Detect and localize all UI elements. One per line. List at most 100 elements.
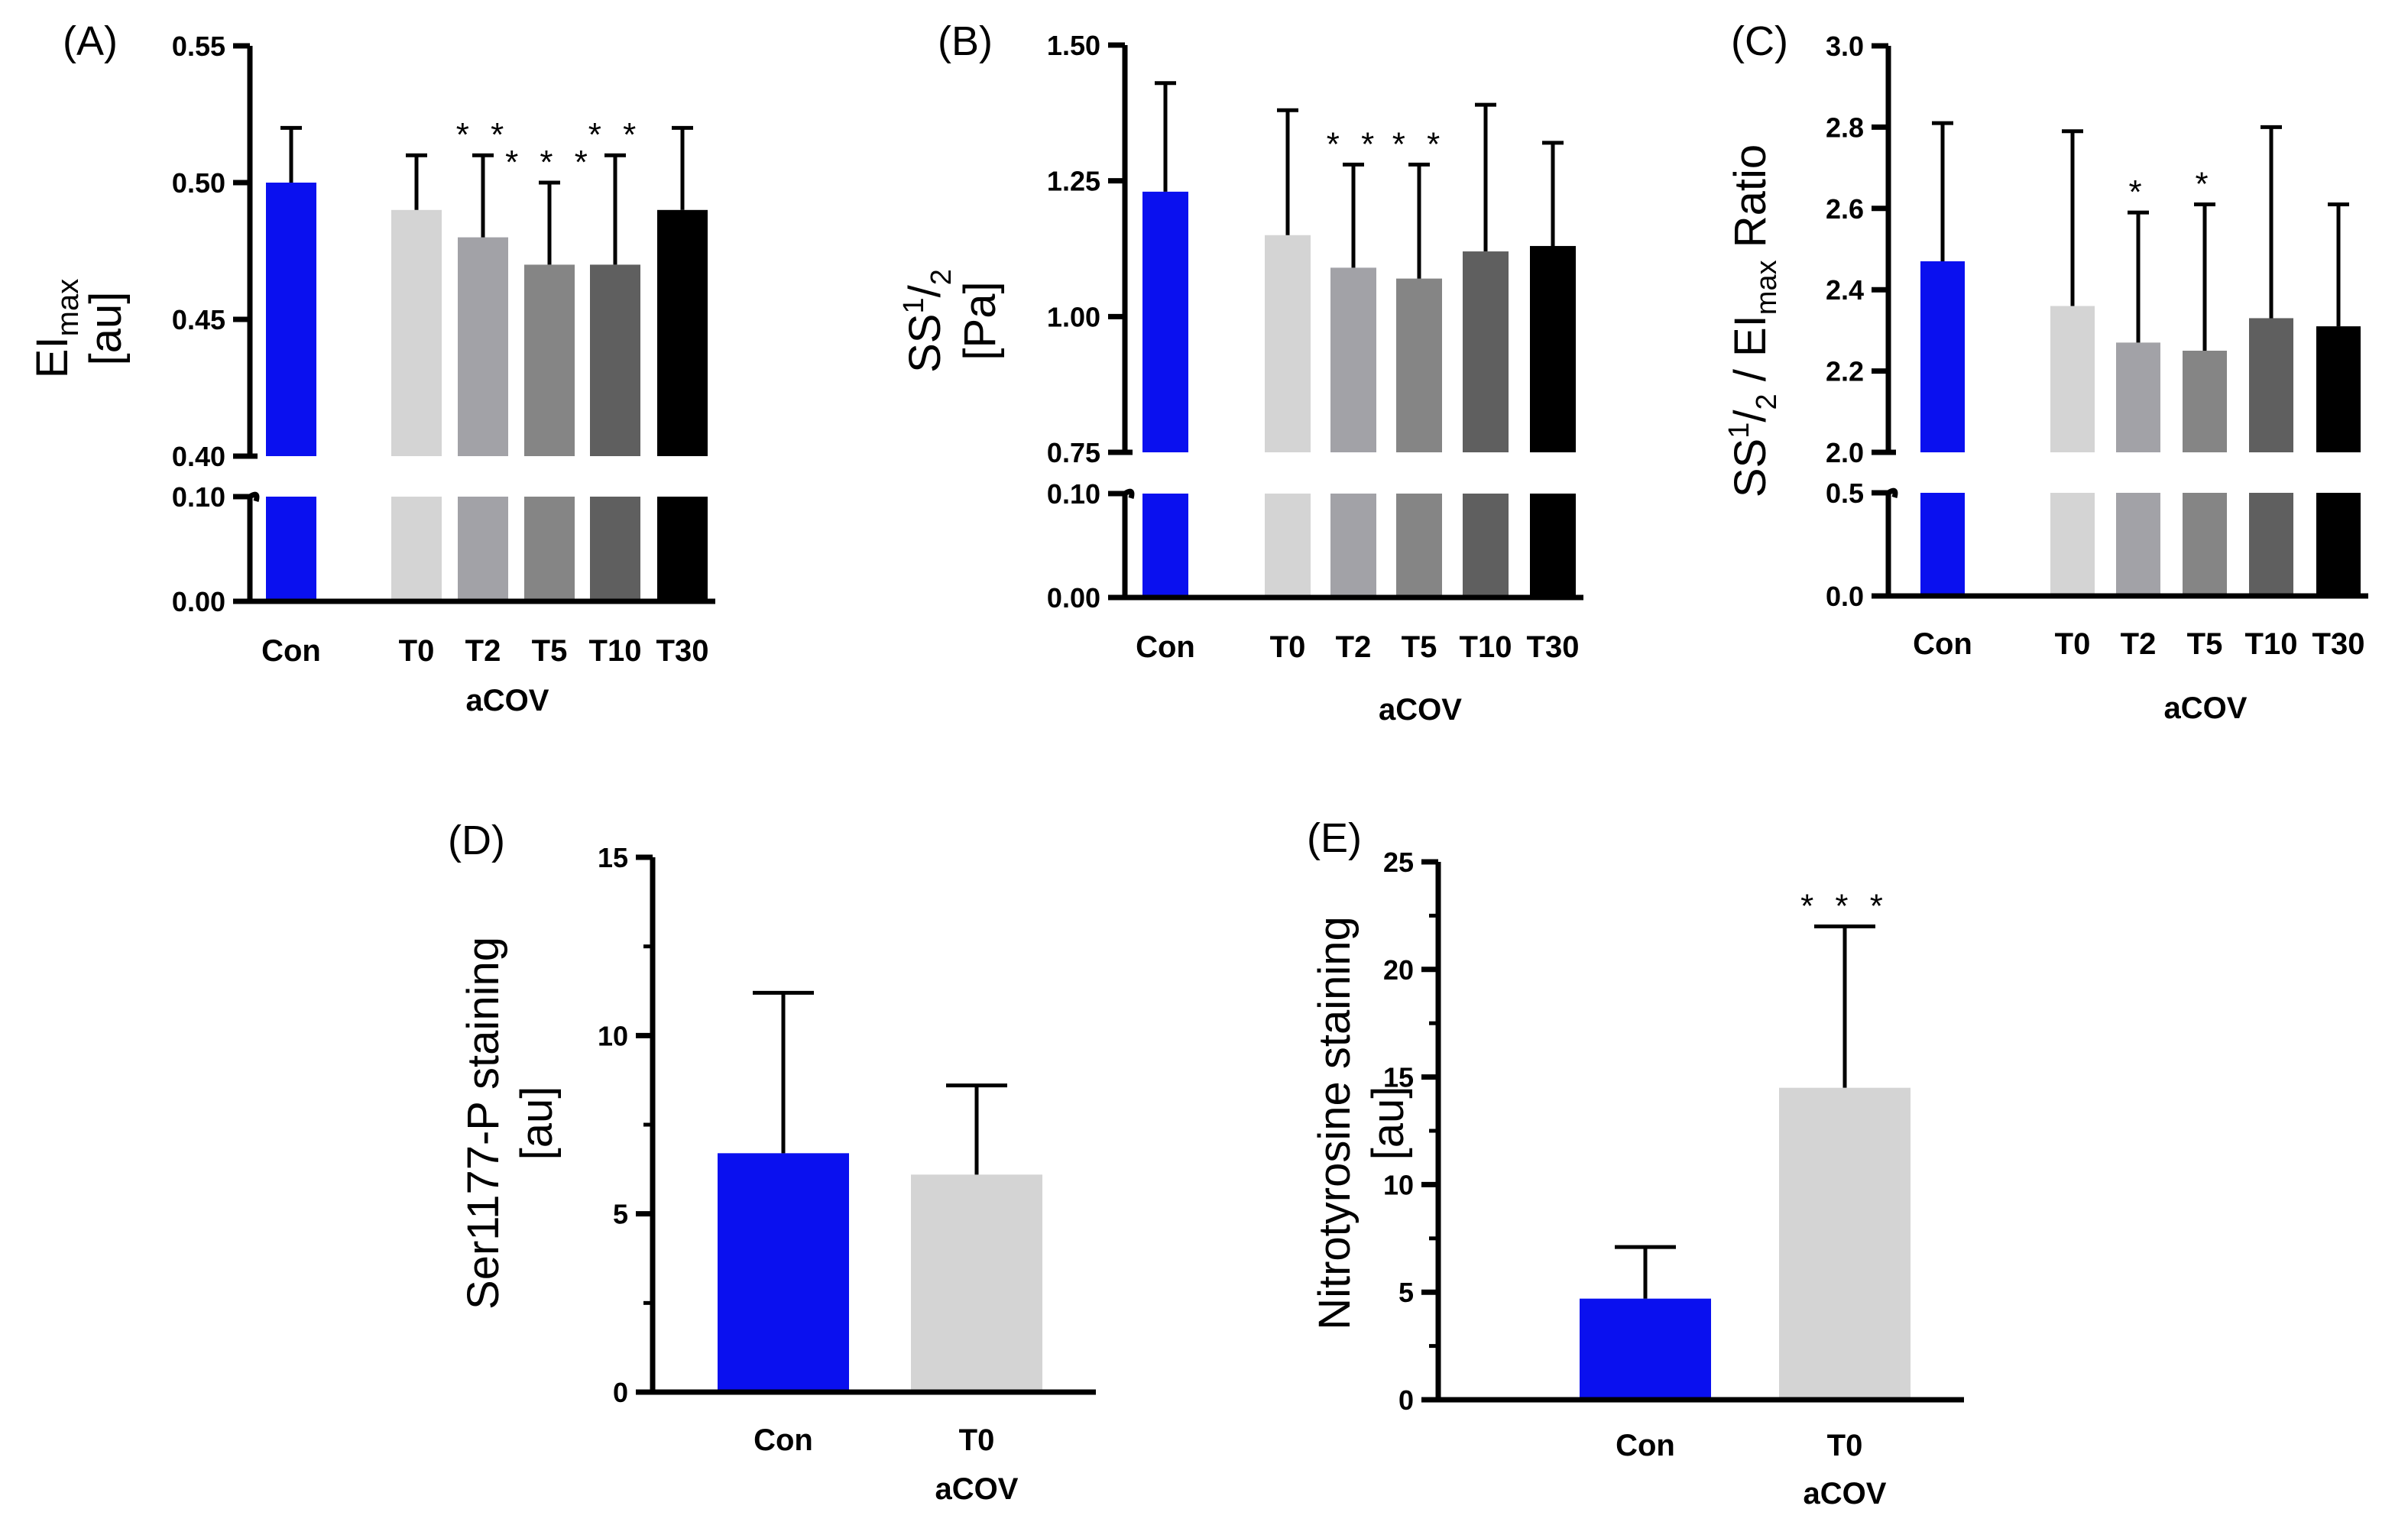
category-label-Con: Con <box>754 1423 813 1457</box>
significance-T5: * * * <box>505 144 594 181</box>
significance-T2: * * <box>456 116 510 154</box>
significance-T5: * <box>2195 165 2214 202</box>
y-axis-label: SS1/2[Pa] <box>898 269 1005 373</box>
y-label-line2: [au] <box>512 1086 562 1161</box>
category-label-T10: T10 <box>2245 627 2298 661</box>
bar-lower-T0 <box>1265 494 1311 597</box>
y-label-line1: EImax <box>28 279 85 378</box>
significance-T2: * <box>2128 173 2147 211</box>
y-label-part: Ratio <box>1726 144 1775 261</box>
category-label-T10: T10 <box>589 634 642 668</box>
bar-lower-Con <box>1920 493 1965 596</box>
panel-E: (E) Con * * * T0 0 5 10 15 20 25 aCOV Nitrotyrosine… <box>1307 815 1964 1511</box>
category-label-T0: T0 <box>399 634 435 668</box>
axis-break-lower <box>1872 487 1898 498</box>
category-label-T5: T5 <box>1402 630 1437 664</box>
y-tick-label: 0.10 <box>1047 478 1100 510</box>
y-label-line1: SS1/2 <box>898 269 958 373</box>
bar-T10 <box>1463 251 1509 452</box>
panel-label: (B) <box>938 18 993 64</box>
axis-break-lower <box>233 491 260 502</box>
bar-T5 <box>2183 351 2227 452</box>
y-tick-label: 1.00 <box>1047 301 1100 332</box>
panel-A: (A) Con T0 * * T2 * * * T5 * * T10 T30 0.00 0.10 0.4… <box>28 18 715 717</box>
bar-lower-T0 <box>391 497 442 601</box>
y-tick-label: 0.00 <box>1047 582 1100 614</box>
category-label-T5: T5 <box>532 634 568 668</box>
category-label-Con: Con <box>1913 627 1972 661</box>
y-label-part: max <box>1751 260 1783 315</box>
bar-T30 <box>2316 326 2361 452</box>
y-tick-label: 5 <box>613 1199 628 1230</box>
y-label-line2: [Pa] <box>955 281 1005 360</box>
y-label-line2: [au] <box>81 292 131 366</box>
bar-Con <box>1142 191 1188 452</box>
axis-break-lower <box>1108 488 1135 499</box>
y-tick-label: 25 <box>1383 847 1414 878</box>
category-label-T2: T2 <box>2121 627 2157 661</box>
panel-C: (C) Con T0 * T2 * T5 T10 T30 0.0 0.5 2.0 2.2 2.4 2.6 2.… <box>1723 18 2368 725</box>
category-label-T0: T0 <box>2055 627 2091 661</box>
category-label-T30: T30 <box>2312 627 2365 661</box>
bar-lower-T5 <box>524 497 575 601</box>
category-label-T0: T0 <box>1270 630 1306 664</box>
panel-D: (D) Con T0 0 5 10 15 aCOV Ser1177-P staining [au] <box>448 818 1096 1506</box>
y-tick-label: 20 <box>1383 954 1414 986</box>
y-tick-label: 15 <box>598 842 628 873</box>
bar-Con <box>1920 261 1965 452</box>
bar-lower-Con <box>266 497 316 601</box>
bar-lower-T30 <box>1530 494 1576 597</box>
y-axis-label: Nitrotyrosine staining [au] <box>1310 916 1413 1330</box>
bar-lower-Con <box>1142 494 1188 597</box>
y-label-sup: 1 <box>898 297 930 313</box>
y-label-part: / <box>1726 410 1775 423</box>
significance-T0: * * * <box>1800 887 1889 925</box>
y-tick-label: 0 <box>1398 1384 1414 1416</box>
bar-lower-T2 <box>2116 493 2160 596</box>
y-label-slash: / <box>900 284 950 297</box>
y-tick-label: 0.5 <box>1826 478 1864 509</box>
y-tick-label: 1.25 <box>1047 166 1100 197</box>
bar-lower-T2 <box>458 497 508 601</box>
bar-T10 <box>590 264 640 456</box>
bar-T0 <box>1779 1087 1911 1400</box>
bar-T2 <box>1330 267 1376 452</box>
bar-lower-T30 <box>657 497 708 601</box>
category-label-Con: Con <box>1616 1429 1675 1462</box>
category-label-T30: T30 <box>1527 630 1580 664</box>
y-tick-label: 2.8 <box>1826 112 1864 143</box>
significance-T5: * * <box>1392 125 1446 163</box>
category-label-T2: T2 <box>1336 630 1372 664</box>
group-label: aCOV <box>466 684 549 717</box>
bar-T0 <box>1265 235 1311 452</box>
bar-T2 <box>2116 342 2160 452</box>
y-tick-label: 3.0 <box>1826 31 1864 62</box>
y-tick-label: 0.10 <box>172 481 225 513</box>
y-label-part: 1 <box>1723 423 1755 439</box>
significance-T2: * * <box>1327 125 1380 163</box>
panel-label: (D) <box>448 818 505 863</box>
bar-lower-T5 <box>1396 494 1442 597</box>
bar-T0 <box>911 1174 1042 1392</box>
y-tick-label: 0.50 <box>172 167 225 199</box>
bar-T30 <box>657 209 708 456</box>
bar-lower-T5 <box>2183 493 2227 596</box>
y-label-line1: Ser1177-P staining <box>459 937 508 1310</box>
y-tick-label: 2.0 <box>1826 437 1864 468</box>
bar-T0 <box>391 209 442 456</box>
y-tick-label: 0.75 <box>1047 437 1100 468</box>
y-label: SS1/2 / EImax Ratio <box>1723 144 1783 497</box>
bar-lower-T10 <box>1463 494 1509 597</box>
y-tick-label: 10 <box>1383 1169 1414 1200</box>
y-label-ss: SS <box>900 314 950 373</box>
y-tick-label: 5 <box>1398 1277 1414 1308</box>
category-label-T5: T5 <box>2187 627 2223 661</box>
y-tick-label: 0.40 <box>172 441 225 472</box>
y-axis-label: Ser1177-P staining [au] <box>459 937 562 1310</box>
bar-T30 <box>1530 245 1576 452</box>
category-label-Con: Con <box>1136 630 1195 664</box>
y-tick-label: 0.45 <box>172 304 225 335</box>
y-tick-label: 10 <box>598 1020 628 1051</box>
y-label-line1: Nitrotyrosine staining <box>1310 916 1360 1330</box>
bar-lower-T10 <box>2249 493 2293 596</box>
